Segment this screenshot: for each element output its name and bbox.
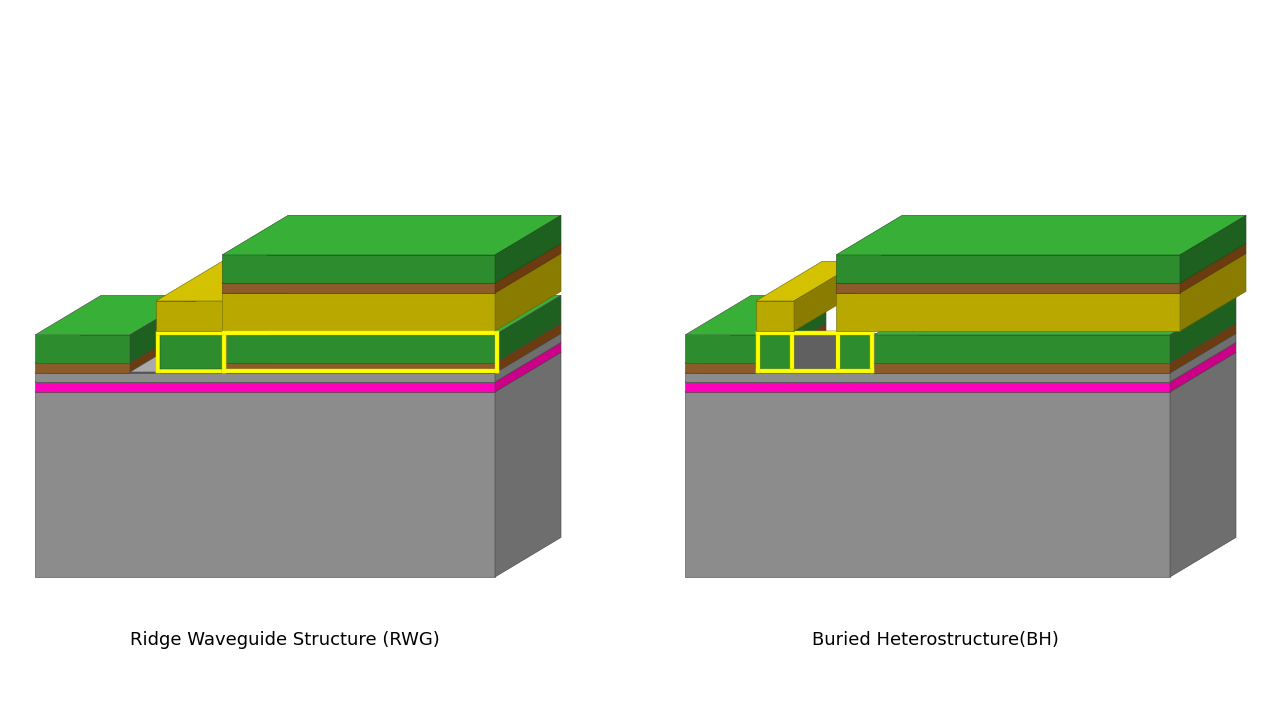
Polygon shape bbox=[252, 333, 318, 373]
Polygon shape bbox=[791, 331, 794, 369]
Polygon shape bbox=[495, 323, 561, 373]
Polygon shape bbox=[685, 323, 826, 363]
Polygon shape bbox=[874, 363, 1169, 373]
Polygon shape bbox=[226, 323, 561, 363]
Polygon shape bbox=[836, 216, 1245, 255]
Polygon shape bbox=[495, 216, 561, 283]
Polygon shape bbox=[836, 255, 1180, 283]
Polygon shape bbox=[760, 323, 826, 373]
Polygon shape bbox=[874, 323, 1237, 363]
Polygon shape bbox=[794, 331, 836, 369]
Polygon shape bbox=[35, 342, 561, 382]
Polygon shape bbox=[756, 331, 760, 373]
Polygon shape bbox=[222, 335, 226, 373]
Polygon shape bbox=[35, 352, 561, 392]
Polygon shape bbox=[836, 244, 1245, 283]
Polygon shape bbox=[685, 335, 760, 363]
Polygon shape bbox=[874, 295, 1237, 335]
Polygon shape bbox=[1169, 342, 1237, 392]
Polygon shape bbox=[685, 352, 1237, 392]
Polygon shape bbox=[794, 261, 860, 331]
Polygon shape bbox=[495, 333, 561, 382]
Polygon shape bbox=[156, 369, 226, 373]
Polygon shape bbox=[1169, 333, 1237, 382]
Polygon shape bbox=[35, 323, 196, 363]
Polygon shape bbox=[156, 301, 226, 331]
Polygon shape bbox=[222, 255, 495, 283]
Polygon shape bbox=[756, 261, 860, 301]
Polygon shape bbox=[222, 331, 495, 335]
Polygon shape bbox=[836, 331, 840, 369]
Polygon shape bbox=[160, 333, 226, 373]
Polygon shape bbox=[685, 342, 1237, 382]
Polygon shape bbox=[1169, 352, 1237, 577]
Polygon shape bbox=[685, 392, 1169, 577]
Polygon shape bbox=[874, 335, 1169, 363]
Polygon shape bbox=[1169, 323, 1237, 373]
Polygon shape bbox=[226, 295, 561, 335]
Polygon shape bbox=[1169, 295, 1237, 363]
Polygon shape bbox=[495, 253, 561, 331]
Polygon shape bbox=[495, 244, 561, 293]
Polygon shape bbox=[222, 216, 561, 255]
Polygon shape bbox=[222, 293, 495, 331]
Polygon shape bbox=[685, 373, 1169, 382]
Polygon shape bbox=[131, 333, 318, 372]
Polygon shape bbox=[156, 261, 291, 301]
Polygon shape bbox=[35, 373, 495, 382]
Polygon shape bbox=[131, 372, 160, 373]
Polygon shape bbox=[495, 331, 499, 373]
Polygon shape bbox=[131, 295, 196, 363]
Polygon shape bbox=[35, 363, 131, 373]
Polygon shape bbox=[156, 335, 160, 373]
Polygon shape bbox=[35, 335, 131, 363]
Polygon shape bbox=[495, 295, 561, 363]
Polygon shape bbox=[756, 331, 874, 335]
Polygon shape bbox=[222, 283, 495, 293]
Polygon shape bbox=[685, 333, 1237, 373]
Polygon shape bbox=[35, 295, 196, 335]
Polygon shape bbox=[131, 372, 252, 373]
Polygon shape bbox=[226, 261, 291, 331]
Polygon shape bbox=[836, 283, 1180, 293]
Polygon shape bbox=[222, 369, 499, 373]
Polygon shape bbox=[756, 301, 794, 331]
Polygon shape bbox=[685, 382, 1169, 392]
Polygon shape bbox=[1180, 244, 1245, 293]
Polygon shape bbox=[495, 352, 561, 577]
Polygon shape bbox=[131, 333, 226, 372]
Polygon shape bbox=[131, 323, 196, 373]
Polygon shape bbox=[156, 331, 226, 335]
Polygon shape bbox=[840, 335, 870, 369]
Polygon shape bbox=[222, 253, 561, 293]
Text: Ridge Waveguide Structure (RWG): Ridge Waveguide Structure (RWG) bbox=[131, 631, 440, 649]
Polygon shape bbox=[1180, 216, 1245, 283]
Polygon shape bbox=[1180, 253, 1245, 331]
Polygon shape bbox=[160, 335, 222, 369]
Polygon shape bbox=[685, 363, 760, 373]
Polygon shape bbox=[760, 295, 826, 363]
Polygon shape bbox=[495, 342, 561, 392]
Polygon shape bbox=[35, 333, 561, 373]
Polygon shape bbox=[756, 369, 874, 373]
Polygon shape bbox=[226, 335, 495, 363]
Polygon shape bbox=[222, 335, 226, 373]
Polygon shape bbox=[836, 293, 1180, 331]
Polygon shape bbox=[35, 392, 495, 577]
Polygon shape bbox=[222, 244, 561, 283]
Polygon shape bbox=[870, 331, 874, 373]
Polygon shape bbox=[35, 382, 495, 392]
Polygon shape bbox=[760, 335, 791, 369]
Polygon shape bbox=[685, 295, 826, 335]
Text: Buried Heterostructure(BH): Buried Heterostructure(BH) bbox=[812, 631, 1058, 649]
Polygon shape bbox=[836, 253, 1245, 293]
Polygon shape bbox=[226, 363, 495, 373]
